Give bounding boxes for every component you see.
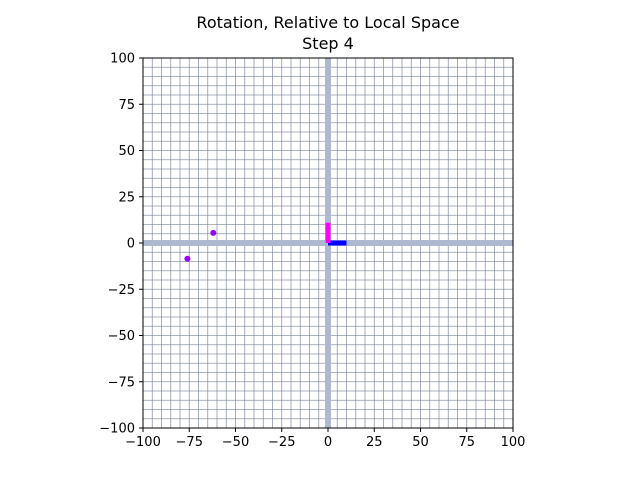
x-tick-label: 0 [324, 435, 332, 450]
x-tick-label: −75 [176, 435, 203, 450]
plot-area [142, 57, 514, 429]
x-tick-label: −25 [268, 435, 295, 450]
local-axes [325, 222, 347, 246]
x-tick-label: 25 [366, 435, 383, 450]
x-tick-label: 75 [458, 435, 475, 450]
data-points [184, 229, 217, 262]
y-tick-label: −75 [108, 375, 135, 390]
chart-title: Rotation, Relative to Local Space [196, 13, 459, 32]
x-axis-ticks: −100 −75 −50 −25 0 25 50 75 100 [125, 428, 525, 450]
y-tick-label: 25 [118, 190, 135, 205]
x-tick-label: −50 [222, 435, 249, 450]
y-axis-ticks: −100 −75 −50 −25 0 25 50 75 100 [99, 52, 143, 437]
y-tick-label: 50 [118, 144, 135, 159]
y-tick-label: 100 [110, 52, 135, 67]
x-tick-label: −100 [125, 435, 161, 450]
chart-subtitle: Step 4 [302, 34, 354, 53]
y-tick-label: −25 [108, 283, 135, 298]
x-tick-label: 100 [501, 435, 526, 450]
data-point [210, 229, 217, 236]
y-tick-label: −50 [108, 329, 135, 344]
y-tick-label: 0 [127, 237, 135, 252]
data-point [184, 255, 191, 262]
y-tick-label: −100 [99, 422, 135, 437]
y-tick-label: 75 [118, 98, 135, 113]
x-tick-label: 50 [412, 435, 429, 450]
